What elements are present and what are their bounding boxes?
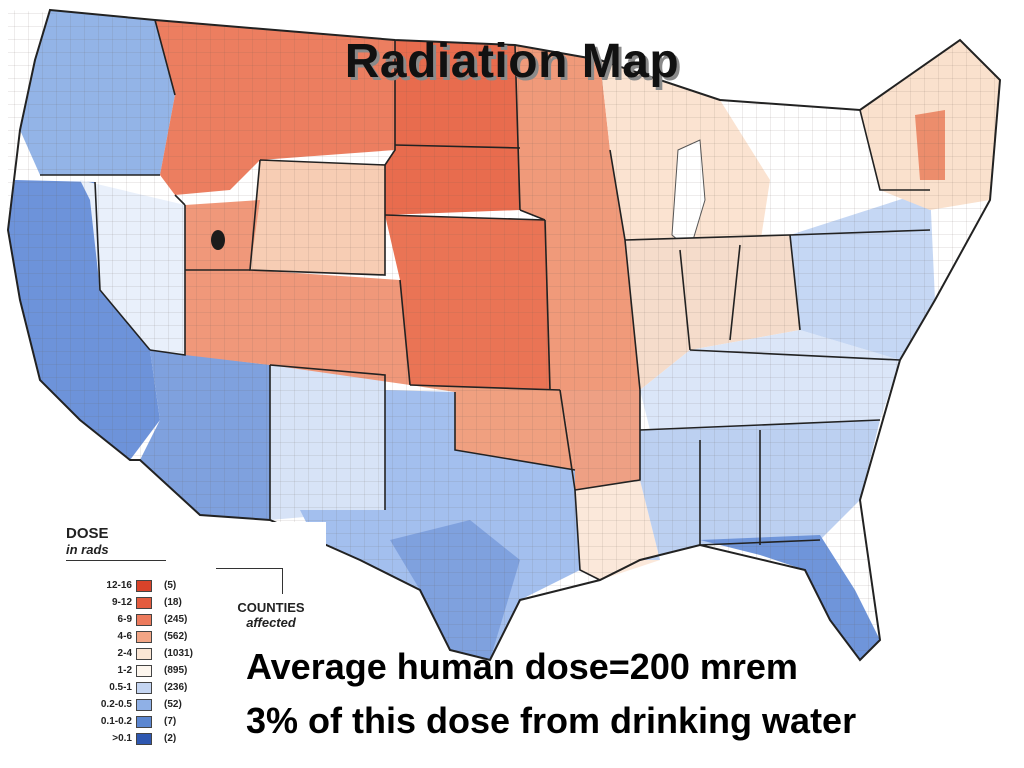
legend-row: 0.2-0.5 (52) <box>56 699 226 711</box>
legend-range: 0.1-0.2 <box>100 716 132 727</box>
counties-title: COUNTIES <box>237 600 305 615</box>
legend-row: 12-16 (5) <box>56 580 226 592</box>
legend-swatch <box>136 716 152 728</box>
legend-row: 4-6 (562) <box>56 631 226 643</box>
legend-swatch <box>136 648 152 660</box>
legend-range: 12-16 <box>106 580 132 591</box>
legend-swatch <box>136 733 152 745</box>
legend-range: 1-2 <box>117 665 132 676</box>
legend-divider <box>66 560 166 561</box>
legend-bracket-top <box>216 568 282 569</box>
caption-drinking-water: 3% of this dose from drinking water <box>246 700 857 741</box>
legend-swatch <box>136 580 152 592</box>
legend-row: >0.1 (2) <box>56 733 226 745</box>
legend-bracket-side <box>282 568 283 594</box>
legend-county-count: (2) <box>164 733 177 744</box>
legend-swatch <box>136 631 152 643</box>
legend-range: 2-4 <box>117 648 132 659</box>
legend-county-count: (562) <box>164 631 188 642</box>
legend-county-count: (895) <box>164 665 188 676</box>
legend-swatch <box>136 614 152 626</box>
us-outline <box>6 8 1002 662</box>
legend-county-count: (18) <box>164 597 182 608</box>
legend-range: 0.5-1 <box>109 682 132 693</box>
legend-county-count: (52) <box>164 699 182 710</box>
legend-range: 6-9 <box>117 614 132 625</box>
legend-county-count: (1031) <box>164 648 193 659</box>
legend-row: 6-9 (245) <box>56 614 226 626</box>
legend-subheading: in rads <box>66 542 109 557</box>
legend-range: 4-6 <box>117 631 132 642</box>
legend-range: 0.2-0.5 <box>100 699 132 710</box>
legend-row: 9-12 (18) <box>56 597 226 609</box>
caption-average-dose: Average human dose=200 mrem <box>246 646 798 687</box>
great-salt-lake <box>211 230 225 250</box>
legend-swatch <box>136 597 152 609</box>
dose-legend: DOSE in rads 12-16 (5) 9-12 (18) 6-9 (245) 4-6… <box>56 522 326 768</box>
county-grid-overlay <box>8 10 1000 660</box>
legend-county-count: (5) <box>164 580 177 591</box>
legend-row: 0.5-1 (236) <box>56 682 226 694</box>
page-title: Radiation Map <box>344 35 680 88</box>
legend-row: 1-2 (895) <box>56 665 226 677</box>
legend-row: 2-4 (1031) <box>56 648 226 660</box>
legend-swatch <box>136 665 152 677</box>
legend-county-count: (7) <box>164 716 177 727</box>
legend-county-count: (245) <box>164 614 188 625</box>
legend-range: 9-12 <box>111 597 132 608</box>
legend-row: 0.1-0.2 (7) <box>56 716 226 728</box>
counties-label: COUNTIES affected <box>226 600 316 630</box>
state-borders <box>40 19 931 581</box>
legend-county-count: (236) <box>164 682 188 693</box>
legend-heading: DOSE <box>66 525 109 542</box>
legend-range: >0.1 <box>112 733 132 744</box>
legend-swatch <box>136 682 152 694</box>
counties-subtitle: affected <box>246 615 296 630</box>
legend-swatch <box>136 699 152 711</box>
